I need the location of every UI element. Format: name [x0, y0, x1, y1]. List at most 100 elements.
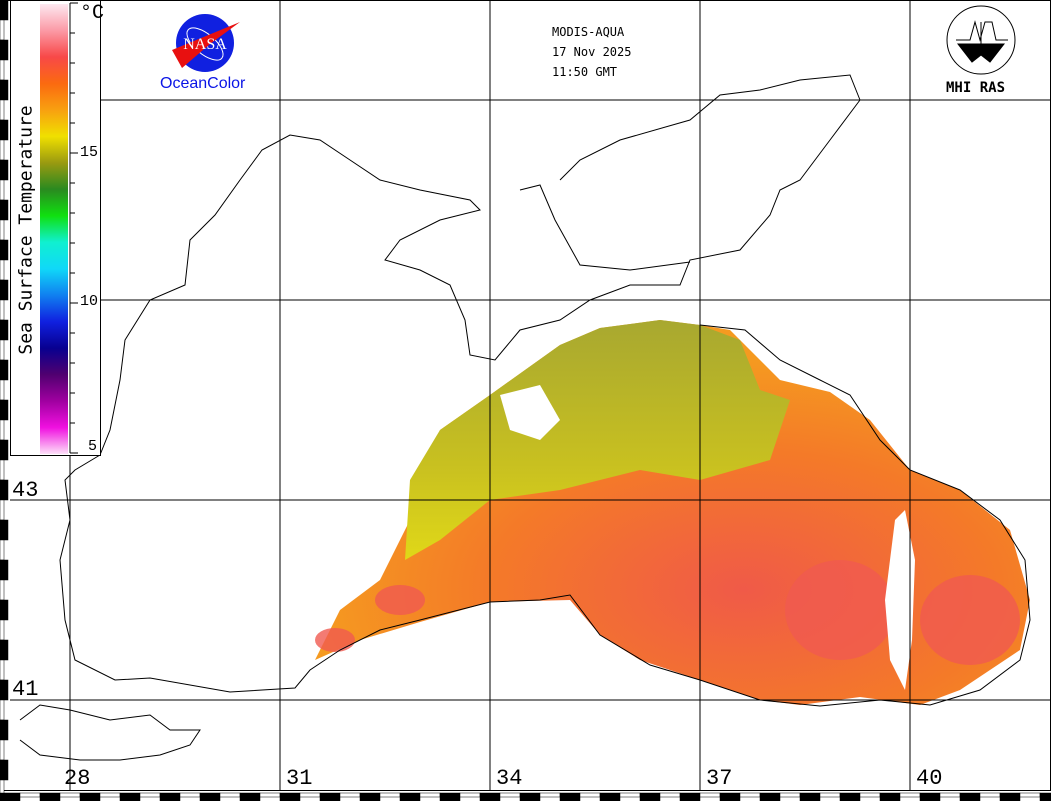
ruler-segment — [399, 792, 421, 801]
ruler-segment — [0, 179, 5, 201]
ruler-segment — [0, 619, 5, 641]
ruler-segment — [859, 792, 881, 798]
ruler-segment — [939, 792, 961, 798]
ruler-segment — [299, 792, 321, 798]
longitude-label-28: 28 — [64, 766, 91, 791]
legend-title: Sea Surface Temperature — [15, 105, 37, 355]
ruler-segment — [439, 792, 461, 801]
ruler-segment — [0, 699, 5, 721]
ruler-segment — [539, 792, 561, 798]
ruler-segment — [0, 219, 5, 241]
ruler-segment — [219, 792, 241, 798]
ruler-segment — [0, 79, 9, 101]
ruler-segment — [999, 792, 1021, 801]
ruler-segment — [0, 359, 9, 381]
colorbar — [40, 4, 68, 454]
sst-hot-patch — [375, 585, 425, 615]
ruler-segment — [0, 119, 9, 141]
sensor-label: MODIS-AQUA — [552, 25, 625, 39]
ruler-segment — [199, 792, 221, 801]
ruler-segment — [0, 792, 21, 801]
cloud-gap — [885, 510, 915, 690]
ruler-segment — [139, 792, 161, 798]
svg-text:NASA: NASA — [183, 36, 227, 53]
ruler-segment — [639, 792, 661, 801]
ruler-segment — [979, 792, 1001, 798]
ruler-segment — [0, 99, 5, 121]
cloud-gap — [500, 385, 560, 440]
legend-tick-5: 5 — [88, 438, 98, 455]
longitude-label-40: 40 — [916, 766, 943, 791]
ruler-segment — [0, 519, 9, 541]
legend-unit: °C — [80, 2, 105, 25]
longitude-label-31: 31 — [286, 766, 313, 791]
ruler-segment — [679, 792, 701, 801]
ruler-segment — [0, 159, 9, 181]
ruler-segment — [499, 792, 521, 798]
ruler-segment — [0, 739, 5, 761]
ruler-segment — [0, 259, 5, 281]
ruler-segment — [659, 792, 681, 798]
ruler-segment — [0, 379, 5, 401]
latitude-label-43: 43 — [12, 478, 39, 503]
sst-hot-patch — [315, 628, 355, 652]
ruler-segment — [379, 792, 401, 798]
ruler-segment — [0, 59, 5, 81]
ruler-segment — [0, 19, 5, 41]
nasa-logo: NASA — [172, 14, 240, 72]
ruler-segment — [0, 439, 9, 461]
ruler-segment — [0, 319, 9, 341]
ruler-segment — [0, 659, 5, 681]
ruler-segment — [1039, 792, 1051, 801]
ruler-segment — [1019, 792, 1041, 798]
latitude-label-41: 41 — [12, 677, 39, 702]
mhi-ras-label: MHI RAS — [946, 80, 1006, 96]
ruler-segment — [159, 792, 181, 801]
ruler-segment — [799, 792, 821, 801]
ruler-segment — [839, 792, 861, 801]
mhi-ras-logo — [946, 5, 1016, 75]
sst-cool-region — [405, 320, 790, 560]
ruler-segment — [899, 792, 921, 798]
ruler-segment — [0, 0, 9, 21]
legend-box — [10, 0, 101, 456]
ruler-segment — [119, 792, 141, 801]
ruler-segment — [739, 792, 761, 798]
ruler-segment — [759, 792, 781, 801]
ruler-segment — [879, 792, 901, 801]
ruler-segment — [0, 419, 5, 441]
ruler-segment — [919, 792, 941, 801]
ruler-segment — [0, 579, 5, 601]
ruler-segment — [0, 399, 9, 421]
ruler-segment — [0, 459, 5, 481]
oceancolor-label: OceanColor — [160, 75, 246, 92]
ruler-segment — [0, 39, 9, 61]
ruler-segment — [0, 339, 5, 361]
ruler-segment — [99, 792, 121, 798]
time-label: 11:50 GMT — [552, 65, 618, 79]
ruler-segment — [0, 139, 5, 161]
ruler-segment — [419, 792, 441, 798]
ruler-segment — [619, 792, 641, 798]
ruler-segment — [779, 792, 801, 798]
ruler-segment — [319, 792, 341, 801]
ruler-segment — [599, 792, 621, 801]
ruler-segment — [39, 792, 61, 801]
ruler-segment — [959, 792, 981, 801]
ruler-segment — [279, 792, 301, 801]
ruler-segment — [0, 559, 9, 581]
legend-tick-10: 10 — [80, 293, 99, 310]
ruler-segment — [359, 792, 381, 801]
ruler-segment — [699, 792, 721, 798]
ruler-segment — [719, 792, 741, 801]
ruler-segment — [519, 792, 541, 801]
ruler-segment — [0, 299, 5, 321]
sst-field — [315, 320, 1030, 705]
legend-tick-15: 15 — [80, 144, 99, 161]
ruler-segment — [259, 792, 281, 798]
longitude-label-37: 37 — [706, 766, 733, 791]
date-label: 17 Nov 2025 — [552, 45, 632, 59]
ruler-segment — [0, 539, 5, 561]
ruler-segment — [239, 792, 261, 801]
